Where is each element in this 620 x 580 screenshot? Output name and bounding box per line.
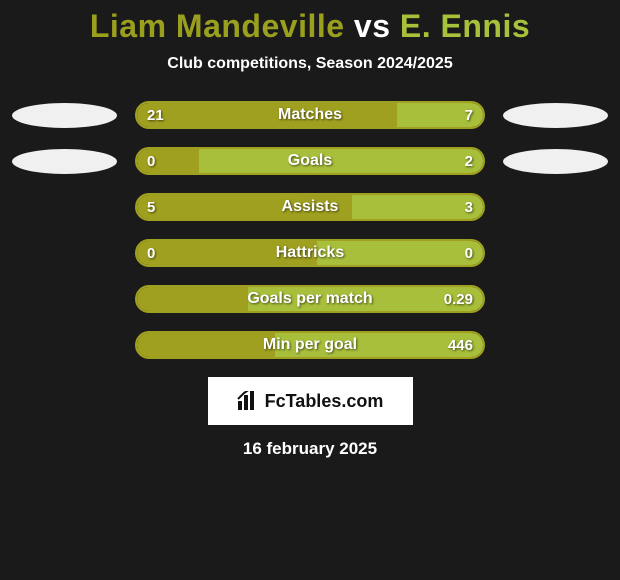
stat-label: Min per goal <box>137 333 483 357</box>
date-text: 16 february 2025 <box>0 439 620 459</box>
stat-label: Goals per match <box>137 287 483 311</box>
stat-label: Matches <box>137 103 483 127</box>
stat-row: Min per goal446 <box>0 331 620 359</box>
stat-row: Assists5 3 <box>0 193 620 221</box>
stat-bar: Matches21 7 <box>135 101 485 129</box>
stat-value-right: 446 <box>448 333 473 357</box>
avatar-right <box>503 103 608 128</box>
title-vs: vs <box>354 8 391 44</box>
stat-row: Goals0 2 <box>0 147 620 175</box>
stat-label: Hattricks <box>137 241 483 265</box>
stat-bar: Goals per match0.29 <box>135 285 485 313</box>
stat-value-left: 0 <box>147 149 155 173</box>
avatar-right <box>503 149 608 174</box>
stat-bar: Hattricks0 0 <box>135 239 485 267</box>
stat-value-right: 0.29 <box>444 287 473 311</box>
subtitle: Club competitions, Season 2024/2025 <box>0 55 620 73</box>
stat-value-right: 7 <box>465 103 473 127</box>
stat-bar: Min per goal446 <box>135 331 485 359</box>
comparison-card: Liam Mandeville vs E. Ennis Club competi… <box>0 0 620 459</box>
page-title: Liam Mandeville vs E. Ennis <box>0 8 620 45</box>
stat-value-left: 5 <box>147 195 155 219</box>
stats-rows: Matches217Goals02Assists53Hattricks00Goa… <box>0 101 620 359</box>
stat-label: Goals <box>137 149 483 173</box>
stat-value-left: 0 <box>147 241 155 265</box>
stat-row: Matches21 7 <box>0 101 620 129</box>
stat-value-right: 0 <box>465 241 473 265</box>
stat-row: Goals per match0.29 <box>0 285 620 313</box>
stat-row: Hattricks0 0 <box>0 239 620 267</box>
stat-value-right: 3 <box>465 195 473 219</box>
avatar-left <box>12 149 117 174</box>
stat-value-left: 21 <box>147 103 164 127</box>
brand-text: FcTables.com <box>265 391 384 412</box>
avatar-left <box>12 103 117 128</box>
stat-bar: Assists5 3 <box>135 193 485 221</box>
stat-label: Assists <box>137 195 483 219</box>
chart-bar-icon <box>237 391 259 411</box>
stat-bar: Goals0 2 <box>135 147 485 175</box>
title-player2: E. Ennis <box>400 8 530 44</box>
stat-value-right: 2 <box>465 149 473 173</box>
brand-badge[interactable]: FcTables.com <box>208 377 413 425</box>
title-player1: Liam Mandeville <box>90 8 345 44</box>
